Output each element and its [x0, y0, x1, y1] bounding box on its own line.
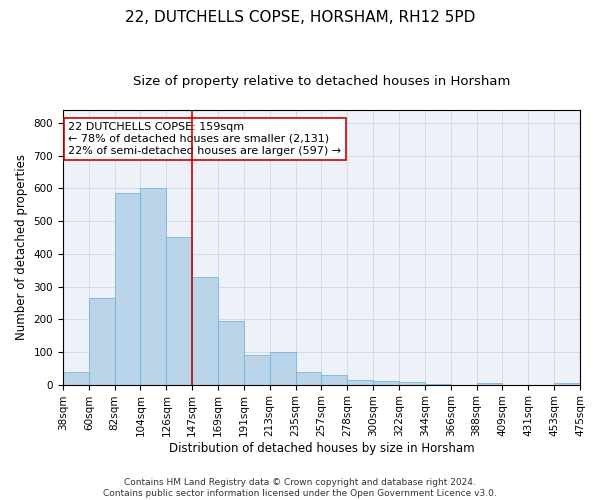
Y-axis label: Number of detached properties: Number of detached properties	[15, 154, 28, 340]
Bar	[244, 355, 270, 384]
Text: 22, DUTCHELLS COPSE, HORSHAM, RH12 5PD: 22, DUTCHELLS COPSE, HORSHAM, RH12 5PD	[125, 10, 475, 25]
Bar	[296, 372, 322, 384]
Bar	[89, 298, 115, 384]
Bar	[140, 188, 166, 384]
Bar	[166, 238, 192, 384]
Bar	[347, 380, 373, 384]
Bar	[554, 383, 580, 384]
Bar	[399, 382, 425, 384]
Title: Size of property relative to detached houses in Horsham: Size of property relative to detached ho…	[133, 75, 510, 88]
Bar	[218, 321, 244, 384]
Bar	[192, 276, 218, 384]
Text: 22 DUTCHELLS COPSE: 159sqm
← 78% of detached houses are smaller (2,131)
22% of s: 22 DUTCHELLS COPSE: 159sqm ← 78% of deta…	[68, 122, 341, 156]
Bar	[270, 352, 296, 384]
Text: Contains HM Land Registry data © Crown copyright and database right 2024.
Contai: Contains HM Land Registry data © Crown c…	[103, 478, 497, 498]
Bar	[322, 375, 347, 384]
Bar	[63, 372, 89, 384]
X-axis label: Distribution of detached houses by size in Horsham: Distribution of detached houses by size …	[169, 442, 474, 455]
Bar	[115, 194, 140, 384]
Bar	[373, 380, 399, 384]
Bar	[476, 383, 502, 384]
